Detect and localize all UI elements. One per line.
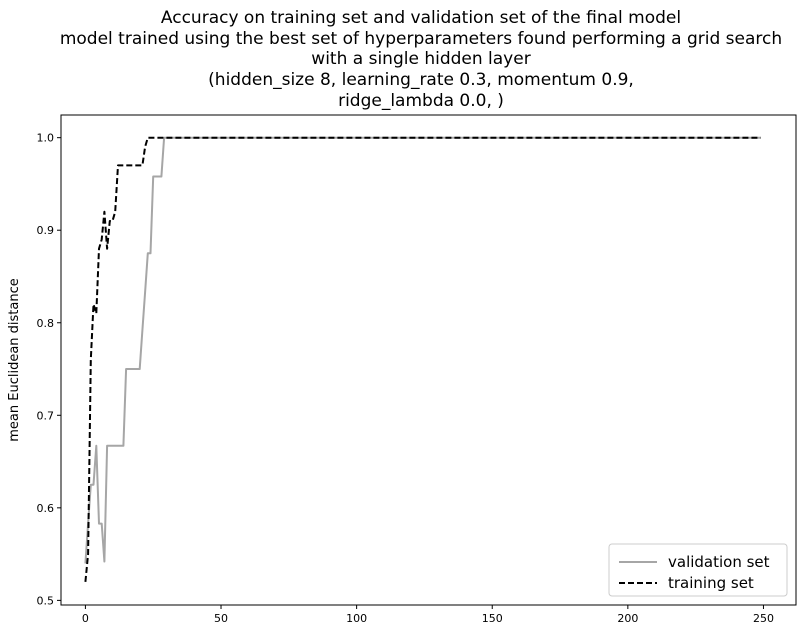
- y-tick-label: 1.0: [37, 132, 55, 145]
- chart-title-line: Accuracy on training set and validation …: [161, 8, 681, 28]
- legend-label-validation-set: validation set: [668, 553, 770, 571]
- chart-title-line: ridge_lambda 0.0, ): [338, 91, 504, 111]
- y-tick-label: 0.6: [37, 502, 55, 515]
- x-tick-label: 50: [214, 612, 228, 625]
- y-tick-label: 0.7: [37, 409, 55, 422]
- x-axis: 0 50 100 150 200 250: [82, 605, 774, 625]
- series-line-training-set: [84, 136, 761, 582]
- y-axis: 0.5 0.6 0.7 0.8 0.9 1.0: [37, 132, 61, 607]
- chart-title: Accuracy on training set and validation …: [60, 8, 782, 111]
- series-line-validation-set: [84, 136, 761, 564]
- x-tick-label: 250: [753, 612, 774, 625]
- chart-title-line: model trained using the best set of hype…: [60, 29, 782, 49]
- chart-title-line: (hidden_size 8, learning_rate 0.3, momen…: [208, 70, 634, 90]
- x-tick-label: 150: [482, 612, 503, 625]
- plot-frame: [60, 114, 797, 606]
- legend-box: [608, 543, 788, 597]
- legend-label-training-set: training set: [668, 574, 754, 592]
- x-tick-label: 0: [82, 612, 89, 625]
- y-tick-label: 0.5: [37, 594, 55, 607]
- chart-title-line: with a single hidden layer: [311, 49, 530, 69]
- series-layer: [84, 136, 761, 582]
- x-tick-label: 200: [617, 612, 638, 625]
- y-tick-label: 0.9: [37, 224, 55, 237]
- legend: validation set training set: [608, 543, 788, 597]
- y-axis-label: mean Euclidean distance: [7, 278, 22, 442]
- x-tick-label: 100: [346, 612, 367, 625]
- y-tick-label: 0.8: [37, 317, 55, 330]
